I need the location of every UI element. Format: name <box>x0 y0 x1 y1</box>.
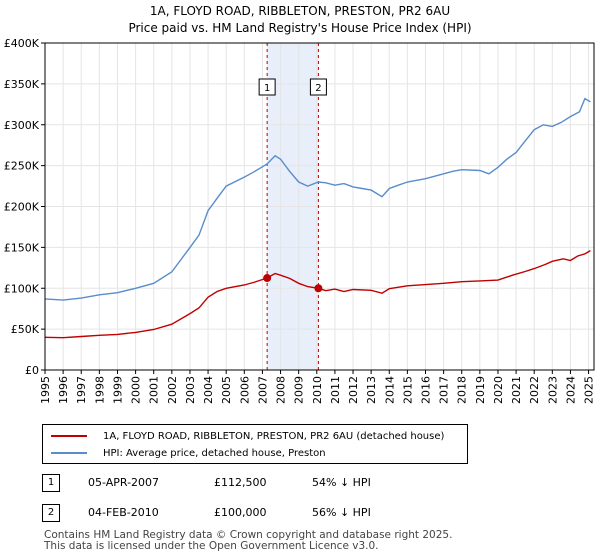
x-tick-label: 2003 <box>184 376 197 404</box>
x-tick-label: 2011 <box>329 376 342 404</box>
footer: Contains HM Land Registry data © Crown c… <box>44 530 452 552</box>
sale-date: 05-APR-2007 <box>88 476 160 489</box>
x-tick-label: 2009 <box>293 376 306 404</box>
x-tick-label: 2012 <box>347 376 360 404</box>
x-tick-label: 2002 <box>166 376 179 404</box>
x-tick-label: 2004 <box>202 376 215 404</box>
sale-price: £100,000 <box>214 506 267 519</box>
x-tick-label: 2006 <box>238 376 251 404</box>
legend-label-hpi: HPI: Average price, detached house, Pres… <box>103 447 326 459</box>
y-tick-label: £350K <box>4 78 40 91</box>
sale-label-number: 1 <box>264 83 270 94</box>
legend-swatch-red <box>51 435 87 437</box>
x-tick-label: 2010 <box>311 376 324 404</box>
legend: 1A, FLOYD ROAD, RIBBLETON, PRESTON, PR2 … <box>42 424 468 464</box>
legend-item-hpi: HPI: Average price, detached house, Pres… <box>51 445 326 461</box>
legend-label-property: 1A, FLOYD ROAD, RIBBLETON, PRESTON, PR2 … <box>103 430 445 442</box>
sale-number-badge: 1 <box>42 474 60 492</box>
chart-title: 1A, FLOYD ROAD, RIBBLETON, PRESTON, PR2 … <box>149 4 451 18</box>
y-tick-label: £150K <box>4 241 40 254</box>
y-tick-label: £50K <box>11 323 40 336</box>
x-tick-label: 2023 <box>546 376 559 404</box>
sale-hpi-diff: 56% ↓ HPI <box>312 506 371 519</box>
x-tick-label: 2007 <box>256 376 269 404</box>
y-tick-label: £300K <box>4 119 40 132</box>
legend-swatch-blue <box>51 452 87 454</box>
footer-licence: This data is licensed under the Open Gov… <box>44 540 379 552</box>
x-tick-label: 2019 <box>474 376 487 404</box>
chart-subtitle: Price paid vs. HM Land Registry's House … <box>128 21 472 35</box>
x-tick-label: 1997 <box>75 376 88 404</box>
y-tick-label: £400K <box>4 37 40 50</box>
legend-item-property: 1A, FLOYD ROAD, RIBBLETON, PRESTON, PR2 … <box>51 428 444 444</box>
x-tick-label: 2005 <box>220 376 233 404</box>
sale-point <box>263 274 272 283</box>
sale-point <box>314 284 323 293</box>
x-tick-label: 1999 <box>111 376 124 404</box>
x-tick-label: 2016 <box>419 376 432 404</box>
x-tick-label: 2001 <box>148 376 161 404</box>
x-tick-label: 2021 <box>510 376 523 404</box>
x-tick-label: 1996 <box>57 376 70 404</box>
x-tick-label: 1998 <box>93 376 106 404</box>
y-tick-label: £250K <box>4 160 40 173</box>
y-tick-label: £100K <box>4 282 40 295</box>
x-tick-label: 2020 <box>492 376 505 404</box>
series-line-property <box>44 249 591 339</box>
sale-label-box <box>258 78 276 96</box>
x-tick-label: 2000 <box>130 376 143 404</box>
x-tick-label: 2015 <box>401 376 414 404</box>
sale-price: £112,500 <box>214 476 267 489</box>
footer-copyright: Contains HM Land Registry data © Crown c… <box>44 529 453 541</box>
x-tick-label: 2008 <box>275 376 288 404</box>
sale-number-badge: 2 <box>42 504 60 522</box>
sale-date: 04-FEB-2010 <box>88 506 159 519</box>
price-chart: 1 2 £0 £50K £100K £150K £200K £250K £300K £350K £… <box>4 37 596 404</box>
y-tick-label: £200K <box>4 201 40 214</box>
x-tick-label: 2024 <box>564 376 577 404</box>
sale-label-number: 2 <box>315 83 321 94</box>
x-tick-label: 2018 <box>456 376 469 404</box>
sale-label-box <box>309 78 327 96</box>
x-tick-label: 2022 <box>528 376 541 404</box>
x-tick-label: 1995 <box>39 376 52 404</box>
x-tick-label: 2017 <box>438 376 451 404</box>
x-tick-label: 2014 <box>383 376 396 404</box>
sale-hpi-diff: 54% ↓ HPI <box>312 476 371 489</box>
x-tick-label: 2013 <box>365 376 378 404</box>
y-tick-label: £0 <box>25 364 39 377</box>
x-tick-label: 2025 <box>583 376 596 404</box>
series-line-hpi <box>44 97 591 301</box>
